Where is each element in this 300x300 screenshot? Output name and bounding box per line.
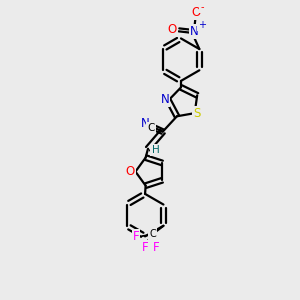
Text: O: O: [191, 6, 200, 19]
Text: F: F: [153, 241, 160, 254]
Text: N: N: [190, 25, 199, 38]
Text: -: -: [200, 2, 204, 12]
Text: O: O: [168, 23, 177, 36]
Text: N: N: [141, 117, 149, 130]
Text: O: O: [125, 165, 135, 178]
Text: +: +: [198, 20, 206, 30]
Text: C: C: [149, 229, 156, 239]
Text: N: N: [160, 93, 169, 106]
Text: F: F: [133, 230, 139, 243]
Text: C: C: [147, 123, 155, 133]
Text: F: F: [142, 241, 148, 254]
Text: H: H: [152, 145, 159, 155]
Text: S: S: [193, 107, 201, 120]
